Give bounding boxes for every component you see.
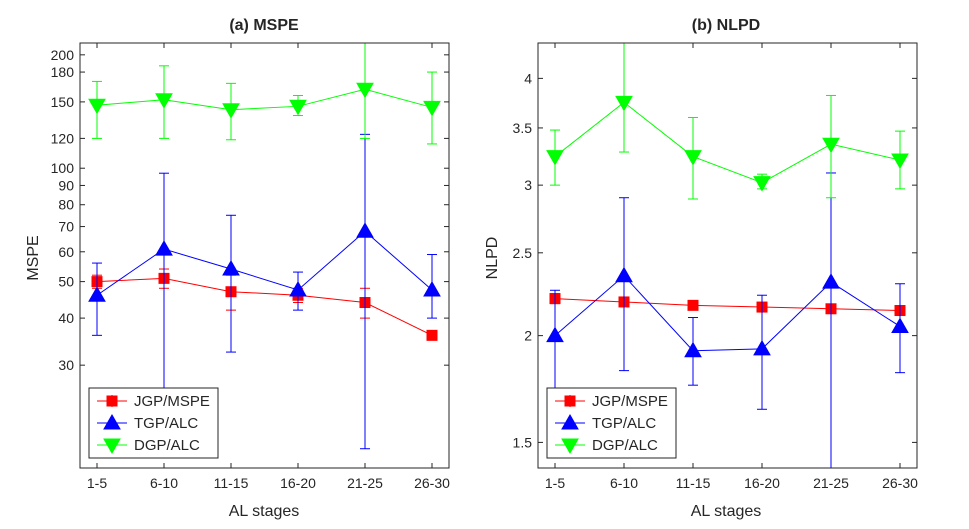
panel-a-data-point — [155, 240, 173, 256]
panel-b-legend-marker — [561, 413, 579, 430]
panel-a-xtick-label: 11-15 — [214, 475, 249, 491]
panel-a-series-line — [96, 230, 433, 296]
panel-a-ytick-label: 30 — [58, 357, 74, 373]
panel-b-ytick-label: 4 — [524, 70, 532, 86]
panel-a-data-point — [426, 329, 438, 341]
panel-b-data-point — [822, 273, 840, 289]
panel-b-series-line — [554, 275, 901, 352]
panel-b-data-point — [615, 266, 633, 283]
panel-a-legend-label: DGP/ALC — [134, 437, 200, 454]
panel-a-data-point — [356, 222, 374, 238]
panel-a-xtick-label: 26-30 — [414, 475, 450, 491]
panel-a-legend: JGP/MSPE TGP/ALC DGP/ALC — [88, 387, 219, 459]
panel-a-ytick-label: 120 — [51, 130, 75, 146]
panel-a-xtick-label: 1-5 — [87, 475, 107, 491]
panel-b-data-point — [753, 176, 771, 192]
panel-a-legend-marker — [103, 438, 121, 455]
panel-a-data-point — [222, 103, 240, 119]
panel-b-series-jgp-mspe — [549, 293, 906, 317]
panel-b-series — [546, 42, 909, 469]
panel-a-ytick-label: 60 — [58, 244, 74, 260]
panel-b-xtick-label: 16-20 — [744, 475, 780, 491]
panel-a-ytick-label: 50 — [58, 274, 74, 290]
panel-a-legend-marker — [106, 395, 118, 407]
panel-b-ytick-label: 2.5 — [513, 245, 533, 261]
panel-a-ytick-label: 80 — [58, 197, 74, 213]
panel-a-xlabel: AL stages — [229, 503, 300, 520]
panel-a-xtick-label: 6-10 — [150, 475, 178, 491]
panel-b-legend-label: TGP/ALC — [592, 415, 656, 432]
panel-a-series-line — [96, 88, 433, 111]
panel-a-legend-label: JGP/MSPE — [134, 393, 210, 410]
panel-a-data-point — [88, 98, 106, 115]
panel-b-ytick-label: 2 — [524, 328, 532, 344]
panel-b-data-point — [891, 317, 909, 333]
panel-a-data-point — [289, 99, 307, 116]
panel-b-legend-label: JGP/MSPE — [592, 393, 668, 410]
panel-b-data-point — [546, 150, 564, 166]
panel-b-data-point — [891, 153, 909, 170]
panel-a-series-dgp-alc — [88, 42, 441, 145]
panel-b-series-line — [554, 298, 901, 312]
panel-b-xtick-label: 11-15 — [676, 475, 711, 491]
panel-a-ylabel: MSPE — [25, 235, 42, 280]
panel-a-ytick-label: 90 — [58, 177, 74, 193]
panel-a-legend-marker — [103, 413, 121, 430]
panel-a-data-point — [222, 260, 240, 276]
panel-a-ytick-label: 70 — [58, 219, 74, 235]
panel-a-axes-box — [79, 42, 450, 469]
panel-b-nlpd: (b) NLPD AL stages NLPD 1.5 2 2.5 3 3.5 4 1-5 6… — [484, 17, 918, 520]
panel-b-data-point — [684, 341, 702, 358]
panel-b-ytick-label: 3 — [524, 177, 532, 193]
panel-b-ticks: 1.5 2 2.5 3 3.5 4 1-5 6-10 11-15 16-20 21-25 26-30 — [513, 43, 918, 491]
panel-a-data-point — [289, 280, 307, 297]
panel-a-xtick-label: 21-25 — [347, 475, 383, 491]
panel-a-ytick-label: 150 — [51, 94, 75, 110]
panel-a-data-point — [155, 93, 173, 109]
panel-a-ytick-label: 100 — [51, 160, 75, 176]
panel-b-data-point — [615, 95, 633, 112]
panel-b-series-line — [554, 101, 901, 184]
panel-b-data-point — [753, 339, 771, 356]
panel-a-title: (a) MSPE — [229, 17, 299, 34]
panel-b-legend-label: DGP/ALC — [592, 437, 658, 454]
panel-a-series-line — [96, 277, 433, 336]
panel-b-ylabel: NLPD — [484, 237, 501, 280]
panel-b-series-tgp-alc — [546, 172, 909, 469]
panel-b-data-point — [687, 299, 699, 311]
panel-b-legend-marker — [561, 438, 579, 455]
panel-a-data-point — [423, 100, 441, 117]
panel-b-xtick-label: 26-30 — [882, 475, 918, 491]
panel-a-ytick-label: 200 — [51, 47, 75, 63]
panel-b-data-point — [822, 137, 840, 154]
panel-b-xtick-label: 1-5 — [545, 475, 565, 491]
panel-b-xlabel: AL stages — [691, 503, 762, 520]
panel-b-data-point — [684, 150, 702, 166]
panel-b-legend-marker — [564, 395, 576, 407]
panel-b-ytick-label: 1.5 — [513, 434, 533, 450]
panel-a-data-point — [88, 286, 106, 302]
panel-b-xtick-label: 6-10 — [610, 475, 638, 491]
panel-b-title: (b) NLPD — [692, 17, 760, 34]
panel-b-ytick-label: 3.5 — [513, 120, 533, 136]
panel-a-ytick-label: 40 — [58, 310, 74, 326]
panel-a-data-point — [423, 280, 441, 297]
panel-b-legend: JGP/MSPE TGP/ALC DGP/ALC — [546, 387, 677, 459]
panel-b-axes-box — [537, 42, 918, 469]
panel-b-series-dgp-alc — [546, 42, 909, 200]
panel-a-legend-label: TGP/ALC — [134, 415, 198, 432]
panel-b-data-point — [546, 326, 564, 343]
panel-a-ytick-label: 180 — [51, 64, 75, 80]
panel-b-xtick-label: 21-25 — [813, 475, 849, 491]
panel-a-series-tgp-alc — [88, 133, 441, 450]
panel-a-xtick-label: 16-20 — [280, 475, 316, 491]
panel-a-data-point — [356, 82, 374, 99]
panel-a-series — [88, 42, 441, 450]
panel-a-mspe: (a) MSPE AL stages MSPE 30 40 50 60 70 80 9010… — [25, 17, 450, 520]
